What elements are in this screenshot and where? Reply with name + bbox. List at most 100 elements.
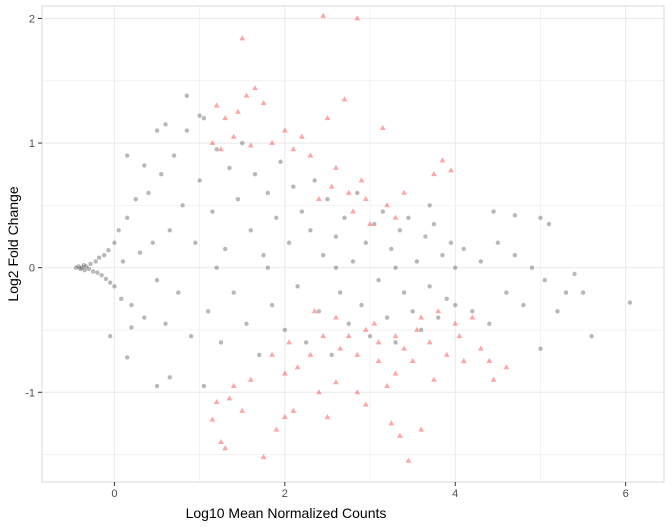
gene-point (384, 315, 390, 320)
gene-point (79, 265, 85, 270)
gene-point (184, 93, 190, 98)
significant-gene-point (290, 146, 297, 152)
y-axis-title: Log2 Fold Change (5, 186, 21, 301)
gene-point (125, 355, 130, 360)
significant-gene-point (324, 414, 331, 420)
significant-gene-point (503, 364, 510, 370)
gene-point (176, 290, 181, 295)
data-points-layer (73, 12, 633, 463)
gene-point (125, 153, 130, 158)
significant-gene-point (218, 438, 224, 445)
gene-point (342, 215, 347, 221)
gene-point (427, 203, 432, 208)
gene-point (274, 215, 279, 221)
significant-gene-point (426, 339, 433, 345)
gene-point (188, 334, 194, 339)
significant-gene-point (384, 202, 390, 208)
significant-gene-point (392, 214, 399, 220)
significant-gene-point (333, 314, 339, 320)
gene-point (346, 321, 351, 326)
significant-gene-point (401, 345, 408, 351)
gene-point (154, 128, 160, 133)
gene-point (137, 250, 143, 255)
significant-gene-point (290, 407, 297, 413)
gene-point (129, 302, 134, 308)
gene-point (214, 265, 219, 270)
significant-gene-point (362, 401, 369, 407)
significant-gene-point (247, 142, 254, 148)
gene-point (393, 265, 398, 270)
significant-gene-point (396, 432, 403, 438)
x-axis-title: Log10 Mean Normalized Counts (186, 505, 387, 521)
y-tick-label: 0 (29, 263, 35, 275)
gene-point (95, 270, 100, 275)
gene-point (73, 265, 79, 270)
gene-point (627, 300, 633, 305)
significant-gene-point (418, 314, 425, 320)
gene-point (355, 190, 360, 196)
significant-gene-point (448, 167, 454, 173)
significant-gene-point (350, 208, 356, 214)
significant-gene-point (452, 320, 459, 326)
gene-point (320, 253, 326, 258)
gene-point (163, 122, 168, 127)
gene-point (440, 253, 445, 258)
significant-gene-point (392, 333, 399, 339)
gene-point (261, 253, 266, 258)
gene-point (397, 228, 403, 233)
gene-point (546, 221, 552, 227)
gene-point (96, 255, 102, 260)
significant-gene-point (431, 376, 437, 382)
significant-gene-point (298, 133, 305, 139)
significant-gene-point (230, 133, 237, 139)
significant-gene-point (379, 124, 386, 131)
significant-gene-point (362, 326, 369, 332)
gene-point (210, 209, 215, 214)
x-tick-label: 2 (282, 488, 288, 500)
significant-gene-point (281, 127, 288, 133)
significant-gene-point (294, 364, 301, 370)
significant-gene-point (320, 333, 327, 339)
gene-point (163, 321, 168, 326)
gene-point (150, 240, 155, 245)
significant-gene-point (226, 395, 233, 401)
gene-point (542, 277, 547, 283)
gene-point (470, 309, 475, 314)
gene-point (589, 334, 594, 339)
gene-point (90, 269, 96, 274)
significant-gene-point (252, 85, 258, 91)
gene-point (205, 309, 211, 314)
gene-point (495, 240, 501, 245)
gene-point (119, 296, 124, 302)
significant-gene-point (345, 333, 352, 339)
significant-gene-point (230, 382, 237, 388)
significant-gene-point (384, 382, 390, 388)
gene-point (308, 228, 313, 233)
gene-point (431, 221, 437, 227)
significant-gene-point (388, 420, 395, 426)
x-tick-label: 0 (111, 488, 117, 500)
significant-gene-point (222, 445, 229, 451)
gene-point (572, 271, 577, 277)
gene-point (278, 159, 283, 164)
gene-point (88, 261, 93, 267)
panel-border (41, 5, 665, 483)
gene-point (338, 290, 343, 295)
gene-point (107, 280, 113, 285)
gene-point (184, 128, 190, 133)
significant-gene-point (490, 376, 497, 382)
y-axis-ticks: -1 0 1 2 (25, 13, 42, 399)
gene-point (252, 172, 258, 177)
gene-point (406, 215, 411, 221)
gene-point (159, 172, 164, 177)
gene-point (167, 228, 173, 233)
y-tick-label: -1 (25, 387, 35, 399)
gene-point (538, 346, 543, 351)
significant-gene-point (418, 426, 425, 432)
significant-gene-point (243, 92, 250, 98)
gene-point (418, 327, 424, 333)
significant-gene-point (235, 108, 241, 114)
gene-point (299, 209, 305, 214)
gene-point (102, 253, 107, 258)
